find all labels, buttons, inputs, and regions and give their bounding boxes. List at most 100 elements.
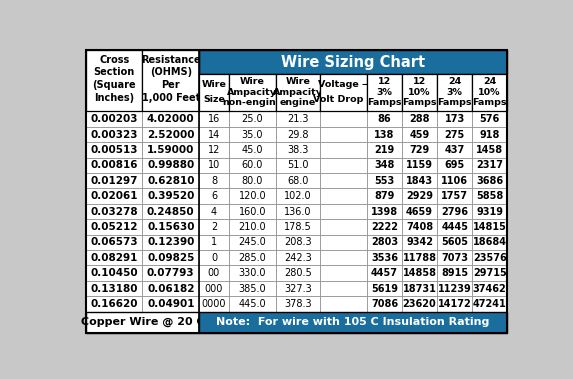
Text: Copper Wire @ 20 C: Copper Wire @ 20 C — [81, 317, 204, 327]
Text: 29.8: 29.8 — [287, 130, 309, 139]
Bar — [367, 188, 402, 204]
Text: 0.01297: 0.01297 — [91, 176, 138, 186]
Text: 2.52000: 2.52000 — [147, 130, 194, 139]
Bar — [199, 204, 229, 219]
Text: engine: engine — [280, 99, 316, 107]
Text: 2222: 2222 — [371, 222, 398, 232]
Text: 1757: 1757 — [441, 191, 468, 201]
Bar — [276, 296, 320, 312]
Bar — [437, 219, 472, 235]
Text: 7073: 7073 — [441, 253, 468, 263]
Bar — [276, 204, 320, 219]
Bar — [143, 142, 199, 158]
Text: 0.08291: 0.08291 — [91, 253, 138, 263]
Text: 219: 219 — [374, 145, 395, 155]
Bar — [86, 111, 143, 127]
Text: 1458: 1458 — [476, 145, 503, 155]
Bar — [199, 111, 229, 127]
Text: 1.59000: 1.59000 — [147, 145, 194, 155]
Text: 2803: 2803 — [371, 237, 398, 247]
Bar — [367, 235, 402, 250]
Text: 208.3: 208.3 — [284, 237, 312, 247]
Bar — [437, 265, 472, 281]
Text: 280.5: 280.5 — [284, 268, 312, 278]
Bar — [367, 250, 402, 265]
Bar — [320, 235, 367, 250]
Bar — [402, 250, 437, 265]
Bar — [320, 265, 367, 281]
Text: 45.0: 45.0 — [242, 145, 263, 155]
Bar — [199, 173, 229, 188]
Bar — [320, 250, 367, 265]
Text: 21.3: 21.3 — [287, 114, 309, 124]
Bar — [320, 111, 367, 127]
Bar — [276, 188, 320, 204]
Bar — [367, 111, 402, 127]
Bar — [367, 127, 402, 142]
Text: 695: 695 — [445, 160, 465, 170]
Text: 11239: 11239 — [438, 283, 472, 293]
Bar — [437, 296, 472, 312]
Text: Ampacity: Ampacity — [273, 88, 323, 97]
Text: 000: 000 — [205, 283, 223, 293]
Bar — [143, 111, 199, 127]
Bar — [199, 296, 229, 312]
Text: 0.00816: 0.00816 — [91, 160, 138, 170]
Text: 0.39520: 0.39520 — [147, 191, 194, 201]
Bar — [276, 265, 320, 281]
Text: 4.02000: 4.02000 — [147, 114, 195, 124]
Text: 0.03278: 0.03278 — [91, 207, 138, 216]
Bar — [229, 158, 276, 173]
Text: 29715: 29715 — [473, 268, 507, 278]
Bar — [199, 188, 229, 204]
Bar — [143, 127, 199, 142]
Bar — [402, 142, 437, 158]
Text: 245.0: 245.0 — [238, 237, 266, 247]
Bar — [472, 250, 507, 265]
Text: 12: 12 — [378, 77, 391, 86]
Text: 437: 437 — [445, 145, 465, 155]
Text: 0.00203: 0.00203 — [91, 114, 138, 124]
Bar — [472, 74, 507, 111]
Text: 5619: 5619 — [371, 283, 398, 293]
Text: 0000: 0000 — [202, 299, 226, 309]
Text: 3536: 3536 — [371, 253, 398, 263]
Bar — [367, 158, 402, 173]
Text: 8915: 8915 — [441, 268, 468, 278]
Bar — [229, 74, 276, 111]
Text: 0.06573: 0.06573 — [91, 237, 138, 247]
Text: Famps: Famps — [437, 99, 472, 107]
Bar — [199, 127, 229, 142]
Text: 24: 24 — [483, 77, 496, 86]
Text: 23620: 23620 — [403, 299, 437, 309]
Text: 348: 348 — [374, 160, 395, 170]
Text: 330.0: 330.0 — [238, 268, 266, 278]
Text: 0.24850: 0.24850 — [147, 207, 195, 216]
Text: Cross: Cross — [99, 55, 129, 65]
Text: 11788: 11788 — [403, 253, 437, 263]
Text: 37462: 37462 — [473, 283, 507, 293]
Bar — [199, 265, 229, 281]
Text: 178.5: 178.5 — [284, 222, 312, 232]
Bar — [276, 235, 320, 250]
Bar — [143, 250, 199, 265]
Text: 173: 173 — [445, 114, 465, 124]
Bar — [86, 219, 143, 235]
Bar — [472, 265, 507, 281]
Bar — [229, 219, 276, 235]
Bar — [402, 127, 437, 142]
Text: 7408: 7408 — [406, 222, 433, 232]
Text: 0.05212: 0.05212 — [91, 222, 138, 232]
Bar — [86, 204, 143, 219]
Bar — [320, 127, 367, 142]
Bar — [437, 235, 472, 250]
Bar — [367, 204, 402, 219]
Text: 1: 1 — [211, 237, 217, 247]
Bar — [320, 142, 367, 158]
Bar — [402, 235, 437, 250]
Bar — [276, 158, 320, 173]
Bar — [320, 188, 367, 204]
Text: 576: 576 — [480, 114, 500, 124]
Bar — [86, 281, 143, 296]
Bar — [199, 250, 229, 265]
